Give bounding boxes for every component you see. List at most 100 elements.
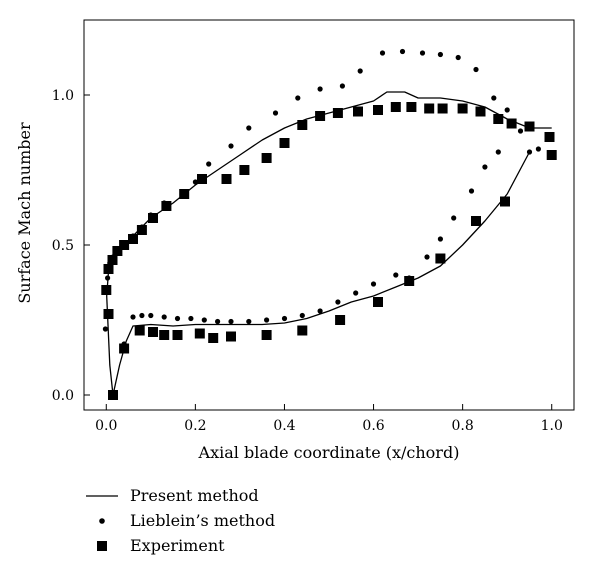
experiment-point bbox=[373, 297, 383, 307]
legend-dot-swatch bbox=[99, 518, 105, 524]
experiment-point bbox=[103, 264, 114, 274]
experiment-point bbox=[134, 325, 145, 336]
experiment-point bbox=[119, 343, 130, 354]
experiment-point bbox=[197, 174, 207, 184]
lieblein-point bbox=[174, 315, 181, 322]
x-axis-title: Axial blade coordinate (x/chord) bbox=[198, 443, 460, 462]
lieblein-point bbox=[295, 95, 301, 101]
lieblein-point bbox=[379, 50, 386, 56]
experiment-point bbox=[159, 330, 170, 340]
experiment-point bbox=[261, 330, 272, 340]
experiment-point bbox=[315, 111, 326, 121]
experiment-point bbox=[524, 121, 535, 132]
experiment-point bbox=[297, 325, 308, 336]
experiment-point bbox=[506, 118, 517, 129]
lieblein-point bbox=[339, 83, 345, 89]
experiment-point bbox=[261, 153, 272, 163]
lieblein-point bbox=[161, 314, 167, 320]
lieblein-point bbox=[228, 143, 234, 149]
lieblein-point bbox=[473, 66, 479, 73]
lieblein-point bbox=[105, 275, 111, 281]
experiment-point bbox=[546, 150, 557, 160]
x-tick-label: 0.8 bbox=[452, 418, 474, 434]
lieblein-point bbox=[148, 312, 154, 319]
y-tick-label: 1.0 bbox=[52, 88, 74, 104]
experiment-point bbox=[194, 328, 205, 339]
lieblein-point bbox=[451, 215, 457, 221]
lieblein-point bbox=[399, 48, 406, 55]
experiment-point bbox=[107, 255, 118, 265]
lieblein-point bbox=[504, 107, 510, 113]
experiment-point bbox=[148, 213, 158, 223]
lieblein-point bbox=[246, 125, 252, 131]
lieblein-point bbox=[495, 149, 501, 155]
experiment-point bbox=[148, 327, 158, 337]
lieblein-point bbox=[393, 272, 399, 278]
lieblein-point bbox=[482, 164, 488, 170]
experiment-point bbox=[208, 333, 219, 343]
lieblein-point bbox=[437, 51, 443, 58]
lieblein-point bbox=[264, 317, 270, 323]
experiment-point bbox=[112, 246, 123, 256]
lieblein-point bbox=[370, 281, 377, 287]
x-tick-label: 0.6 bbox=[362, 418, 384, 434]
lieblein-point bbox=[317, 308, 323, 314]
experiment-point bbox=[437, 103, 448, 114]
lieblein-point bbox=[192, 179, 198, 185]
x-tick-label: 0.2 bbox=[184, 418, 206, 434]
lieblein-point bbox=[272, 110, 279, 116]
experiment-point bbox=[335, 315, 346, 325]
experiment-point bbox=[239, 165, 250, 175]
experiment-point bbox=[332, 108, 343, 118]
lieblein-point bbox=[468, 188, 475, 194]
experiment-point bbox=[435, 253, 446, 264]
legend-label-present-method: Present method bbox=[130, 486, 259, 505]
experiment-point bbox=[493, 114, 504, 124]
lieblein-point bbox=[215, 318, 221, 325]
plot-frame bbox=[83, 19, 575, 411]
x-tick-label: 0.0 bbox=[95, 418, 117, 434]
experiment-point bbox=[119, 240, 130, 250]
lieblein-point bbox=[228, 318, 234, 325]
experiment-point bbox=[103, 309, 114, 319]
legend-square-swatch bbox=[97, 541, 107, 551]
lieblein-point bbox=[188, 315, 194, 322]
lieblein-point bbox=[281, 315, 288, 322]
lieblein-point bbox=[535, 146, 542, 152]
experiment-point bbox=[108, 390, 118, 400]
lieblein-point bbox=[353, 290, 359, 296]
experiment-point bbox=[128, 234, 138, 244]
experiment-point bbox=[353, 106, 363, 117]
experiment-point bbox=[297, 120, 308, 130]
experiment-point bbox=[136, 225, 147, 235]
experiment-point bbox=[226, 331, 236, 342]
x-tick-label: 0.4 bbox=[273, 418, 295, 434]
experiment-point bbox=[406, 102, 417, 112]
series-layer bbox=[101, 48, 557, 400]
lieblein-point bbox=[299, 312, 305, 319]
x-tick-label: 1.0 bbox=[541, 418, 563, 434]
experiment-point bbox=[390, 102, 401, 112]
lieblein-point bbox=[335, 299, 341, 305]
experiment-point bbox=[500, 196, 510, 207]
lieblein-point bbox=[201, 317, 207, 323]
experiment-point bbox=[172, 330, 183, 340]
lieblein-point bbox=[139, 312, 145, 319]
present-method-lower-line bbox=[106, 151, 531, 396]
experiment-point bbox=[221, 174, 232, 184]
lieblein-point bbox=[517, 128, 524, 134]
experiment-point bbox=[424, 103, 435, 114]
experiment-point bbox=[179, 189, 190, 199]
experiment-point bbox=[544, 132, 555, 142]
legend-label-lieblein-method: Lieblein’s method bbox=[130, 511, 275, 530]
present-method-upper-line bbox=[106, 91, 552, 297]
experiment-point bbox=[279, 138, 290, 148]
lieblein-point bbox=[317, 86, 323, 92]
ticks: 0.0 0.2 0.4 0.6 0.8 1.0 0.0 0.5 1.0 bbox=[52, 88, 563, 434]
y-axis-title: Surface Mach number bbox=[15, 122, 34, 304]
legend: Present method Lieblein’s method Experim… bbox=[86, 486, 275, 555]
lieblein-point bbox=[526, 149, 533, 155]
y-tick-label: 0.0 bbox=[52, 388, 74, 404]
experiment-point bbox=[161, 201, 172, 211]
